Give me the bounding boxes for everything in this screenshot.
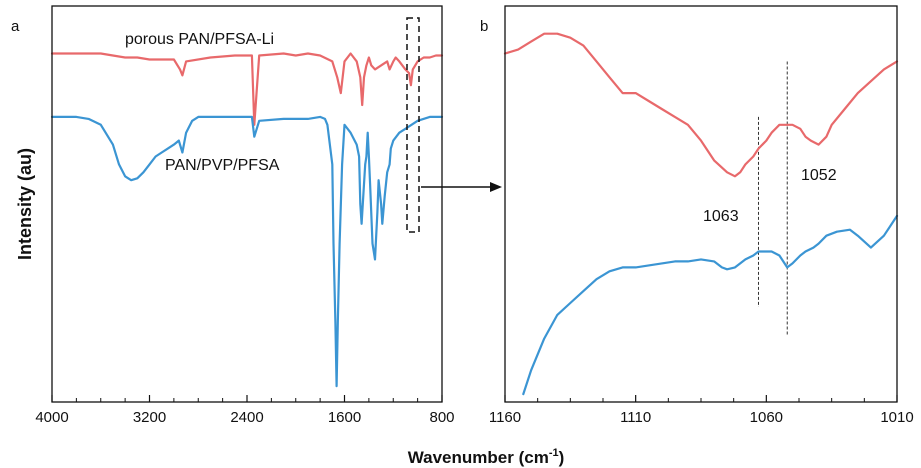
panel-a-ticks: 4000 3200 2400 1600 800 xyxy=(35,395,455,426)
panel-b-tick-label: 1110 xyxy=(620,409,651,426)
panel-b-series xyxy=(503,32,899,396)
panel-b-series-pan-pvp-pfsa xyxy=(522,214,899,396)
panel-a-tick-label: 4000 xyxy=(35,409,68,426)
panel-b-tick-label: 1010 xyxy=(880,409,913,426)
zoom-arrow xyxy=(421,182,502,192)
panel-a-series-pan-pvp-pfsa xyxy=(50,115,444,388)
x-axis-title-close: ) xyxy=(559,448,565,467)
panel-a-zoom-box xyxy=(406,17,420,233)
panel-a-frame xyxy=(51,5,443,403)
panel-a-tick-label: 3200 xyxy=(133,409,166,426)
annotation-pan-pvp-pfsa: PAN/PVP/PFSA xyxy=(165,157,280,174)
panel-b-frame xyxy=(504,5,898,403)
panel-b-ticks: 1160 1110 1060 1010 xyxy=(489,395,914,426)
panel-b: b 1160 1110 1060 1010 1063 1052 xyxy=(480,5,914,426)
panel-b-series-porous-pan-pfsa-li xyxy=(503,32,899,178)
panel-a-tick-label: 1600 xyxy=(328,409,361,426)
zoom-arrow-head xyxy=(490,182,502,192)
panel-a-series-porous-pan-pfsa-li xyxy=(50,52,444,126)
x-axis-title: Wavenumber (cm-1) xyxy=(408,447,565,467)
panel-a-series xyxy=(50,52,444,388)
annotation-porous-pan-pfsa-li: porous PAN/PFSA-Li xyxy=(125,31,274,48)
panel-a: a 4000 3200 2400 1600 800 porous PAN/PFSA-Li… xyxy=(11,5,455,426)
panel-a-letter: a xyxy=(11,18,20,35)
panel-a-tick-label: 800 xyxy=(429,409,454,426)
panel-b-letter: b xyxy=(480,18,488,35)
panel-a-tick-label: 2400 xyxy=(230,409,263,426)
y-axis-title: Intensity (au) xyxy=(15,148,35,260)
panel-b-reflines xyxy=(757,61,788,335)
annotation-1063: 1063 xyxy=(703,208,739,225)
x-axis-title-main: Wavenumber (cm xyxy=(408,448,549,467)
x-axis-title-sup: -1 xyxy=(549,447,559,459)
panel-b-tick-label: 1160 xyxy=(489,409,521,426)
annotation-1052: 1052 xyxy=(801,167,837,184)
panel-b-tick-label: 1060 xyxy=(750,409,783,426)
